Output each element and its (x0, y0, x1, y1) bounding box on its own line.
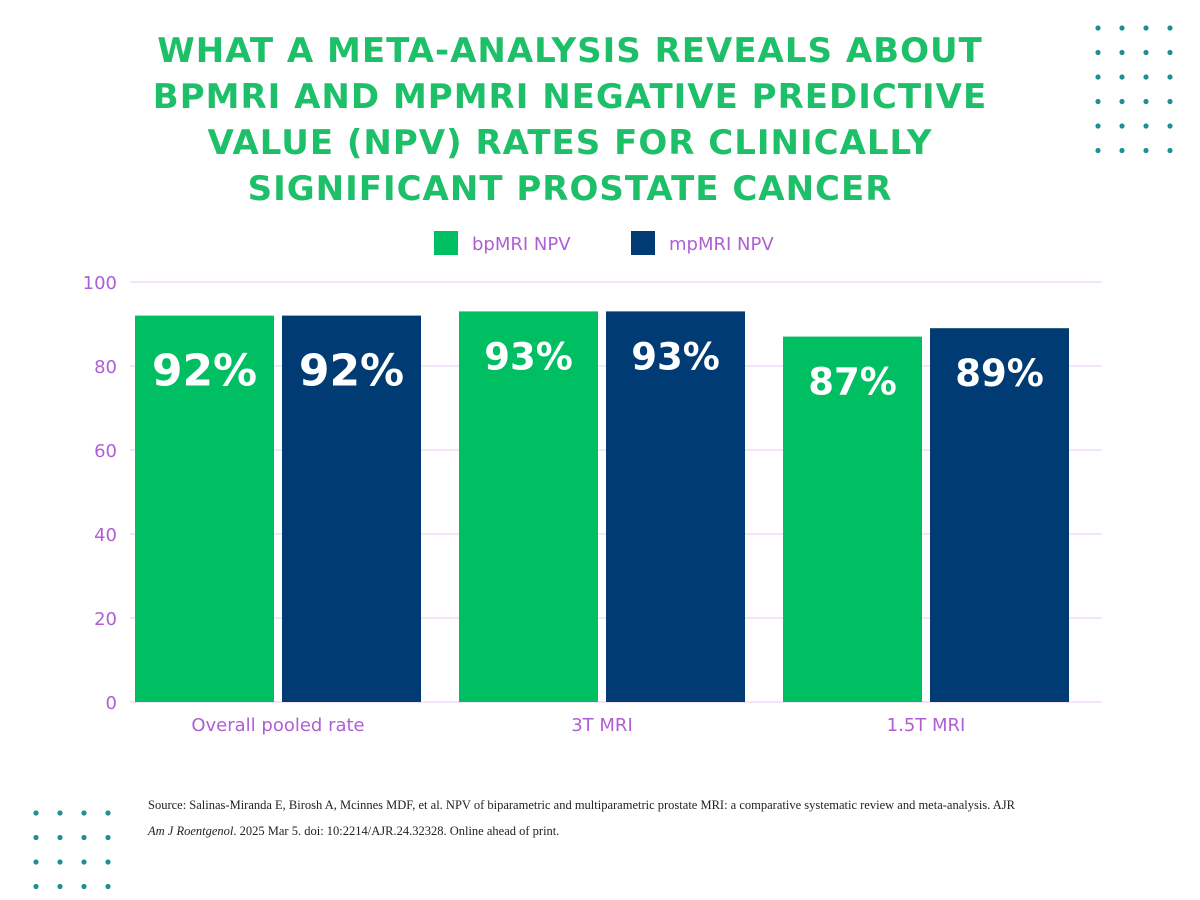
decorative-dot (33, 859, 39, 865)
decorative-dot (1095, 74, 1101, 80)
bar (606, 311, 745, 702)
decorative-dot (81, 859, 87, 865)
decorative-dot (1167, 98, 1173, 105)
source-line-1: Source: Salinas-Miranda E, Birosh A, Mci… (148, 798, 1015, 812)
bar-data-label: 92% (299, 346, 404, 397)
chart-title: WHAT A META-ANALYSIS REVEALS ABOUT BPMRI… (152, 31, 988, 209)
legend-swatch (434, 231, 458, 255)
decorative-dot (33, 810, 39, 816)
decorative-dot (57, 810, 63, 816)
decorative-dot (105, 883, 111, 890)
y-tick-label: 100 (83, 273, 117, 294)
y-tick-label: 20 (94, 609, 117, 630)
bar (783, 336, 922, 702)
decorative-dot (105, 834, 111, 841)
decorative-dot (1143, 147, 1149, 154)
legend-label: bpMRI NPV (472, 234, 571, 255)
decorative-dot (105, 810, 111, 816)
decorative-dot (33, 883, 39, 890)
bar (282, 315, 421, 702)
bar-data-label: 89% (955, 352, 1044, 395)
decorative-dot (1143, 74, 1149, 80)
decorative-dot (57, 883, 63, 890)
decorative-dot (1119, 74, 1125, 80)
decorative-dot-grid-top-right (1095, 25, 1173, 154)
x-tick-label: 3T MRI (571, 715, 633, 736)
decorative-dot (1167, 74, 1173, 80)
source-citation: Source: Salinas-Miranda E, Birosh A, Mci… (148, 792, 1158, 844)
bar-data-label: 87% (808, 361, 897, 404)
decorative-dot (1119, 49, 1125, 56)
decorative-dot (1167, 123, 1173, 129)
decorative-dot (1119, 123, 1125, 129)
y-tick-label: 0 (106, 693, 117, 714)
bar (135, 315, 274, 702)
decorative-dot (1095, 25, 1101, 31)
x-tick-label: Overall pooled rate (191, 715, 364, 736)
x-tick-label: 1.5T MRI (887, 715, 966, 736)
decorative-dot (81, 883, 87, 890)
source-journal: Am J Roentgenol (148, 824, 234, 838)
decorative-dot-grid-bottom-left (33, 810, 111, 890)
bar (459, 311, 598, 702)
bar-data-label: 93% (484, 335, 573, 378)
decorative-dot (1167, 147, 1173, 154)
decorative-dot (57, 834, 63, 841)
bar (930, 328, 1069, 702)
decorative-dot (1095, 123, 1101, 129)
decorative-dot (57, 859, 63, 865)
decorative-dot (1119, 147, 1125, 154)
decorative-dot (1143, 25, 1149, 31)
bar-data-label: 93% (631, 335, 720, 378)
decorative-dot (1119, 98, 1125, 105)
decorative-dot (1143, 49, 1149, 56)
decorative-dot (1167, 49, 1173, 56)
y-tick-label: 60 (94, 441, 117, 462)
source-line-2: . 2025 Mar 5. doi: 10:2214/AJR.24.32328.… (233, 824, 560, 838)
decorative-dot (1143, 123, 1149, 129)
legend-label: mpMRI NPV (669, 234, 774, 255)
bar-data-label: 92% (152, 346, 257, 397)
decorative-dot (1119, 25, 1125, 31)
decorative-dot (1143, 98, 1149, 105)
decorative-dot (1095, 147, 1101, 154)
legend-swatch (631, 231, 655, 255)
bar-chart: 0 20 40 60 80 100 bpMRI NPV mpMRI NPV 92% 92% Over… (83, 231, 1102, 736)
decorative-dot (81, 810, 87, 816)
decorative-dot (1095, 98, 1101, 105)
decorative-dot (33, 834, 39, 841)
y-tick-label: 80 (94, 357, 117, 378)
decorative-dot (1167, 25, 1173, 31)
y-tick-label: 40 (94, 525, 117, 546)
decorative-dot (105, 859, 111, 865)
decorative-dot (81, 834, 87, 841)
decorative-dot (1095, 49, 1101, 56)
